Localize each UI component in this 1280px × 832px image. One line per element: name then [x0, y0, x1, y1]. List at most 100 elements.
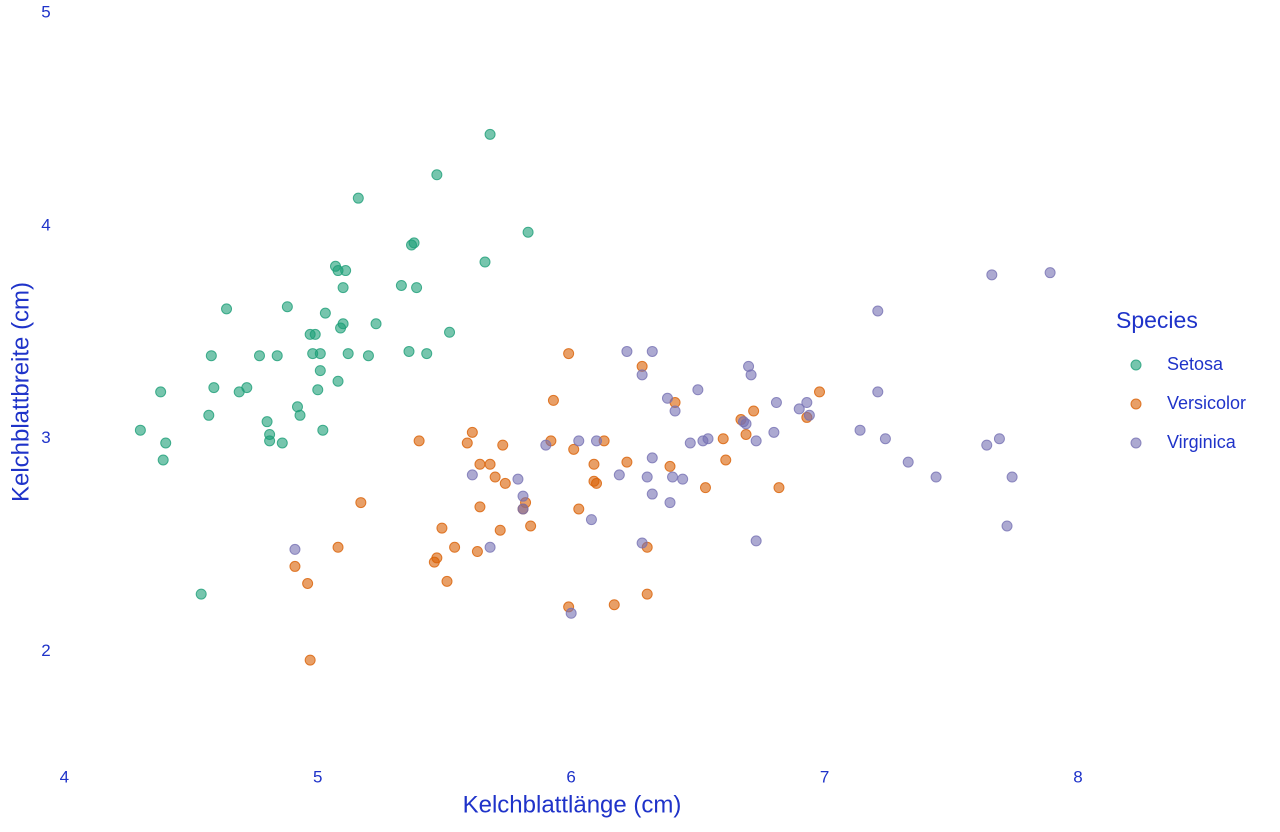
point	[421, 348, 433, 360]
point	[573, 503, 585, 515]
point	[801, 397, 813, 409]
point	[981, 439, 993, 451]
point	[669, 405, 681, 417]
point	[208, 382, 220, 394]
point	[294, 409, 306, 421]
legend-marker	[1130, 437, 1142, 449]
point	[621, 345, 633, 357]
point	[646, 488, 658, 500]
point	[565, 607, 577, 619]
point	[461, 437, 473, 449]
point	[205, 350, 217, 362]
x-tick-label: 5	[313, 767, 322, 786]
point	[474, 458, 486, 470]
point	[317, 424, 329, 436]
point	[717, 433, 729, 445]
point	[261, 416, 273, 428]
x-tick-label: 4	[60, 767, 69, 786]
point	[768, 426, 780, 438]
point	[362, 350, 374, 362]
point	[466, 426, 478, 438]
point	[276, 437, 288, 449]
point	[803, 409, 815, 421]
point	[699, 482, 711, 494]
point	[750, 435, 762, 447]
point	[745, 369, 757, 381]
point	[319, 307, 331, 319]
legend-marker	[1130, 398, 1142, 410]
point	[664, 497, 676, 509]
point	[342, 348, 354, 360]
point	[304, 654, 316, 666]
point	[195, 588, 207, 600]
point	[340, 265, 352, 277]
point	[302, 577, 314, 589]
point	[312, 384, 324, 396]
point	[337, 282, 349, 294]
point	[608, 599, 620, 611]
point	[986, 269, 998, 281]
point	[271, 350, 283, 362]
point	[134, 424, 146, 436]
point	[337, 318, 349, 330]
x-axis-title: Kelchblattlänge (cm)	[463, 791, 682, 818]
point	[748, 405, 760, 417]
point	[770, 397, 782, 409]
legend-label: Versicolor	[1167, 393, 1246, 413]
point	[155, 386, 167, 398]
point	[264, 435, 276, 447]
point	[436, 522, 448, 534]
y-tick-label: 3	[41, 428, 50, 447]
point	[314, 365, 326, 377]
point	[466, 469, 478, 481]
point	[750, 535, 762, 547]
x-tick-label: 6	[566, 767, 575, 786]
point	[661, 392, 673, 404]
point	[993, 433, 1005, 445]
point	[253, 350, 265, 362]
point	[591, 435, 603, 447]
point	[793, 403, 805, 415]
point	[403, 345, 415, 357]
point	[902, 456, 914, 468]
point	[930, 471, 942, 483]
point	[573, 435, 585, 447]
point	[484, 458, 496, 470]
point	[289, 543, 301, 555]
x-tick-label: 8	[1073, 767, 1082, 786]
point	[494, 524, 506, 536]
point	[408, 237, 420, 249]
legend-label: Setosa	[1167, 354, 1224, 374]
point	[441, 575, 453, 587]
point	[540, 439, 552, 451]
point	[547, 394, 559, 406]
point	[499, 477, 511, 489]
point	[370, 318, 382, 330]
point	[497, 439, 509, 451]
point	[221, 303, 233, 315]
point	[431, 552, 443, 564]
point	[740, 428, 752, 440]
point	[522, 226, 534, 238]
y-tick-label: 4	[41, 215, 50, 234]
point	[314, 348, 326, 360]
point	[1001, 520, 1013, 532]
point	[585, 514, 597, 526]
point	[667, 471, 679, 483]
point	[872, 386, 884, 398]
point	[1044, 267, 1056, 279]
point	[479, 256, 491, 268]
point	[484, 541, 496, 553]
point	[203, 409, 215, 421]
point	[563, 348, 575, 360]
point	[636, 369, 648, 381]
point	[664, 460, 676, 472]
point	[1006, 471, 1018, 483]
point	[740, 418, 752, 430]
point	[879, 433, 891, 445]
point	[444, 326, 456, 338]
point	[517, 503, 529, 515]
point	[474, 501, 486, 513]
point	[646, 345, 658, 357]
point	[413, 435, 425, 447]
